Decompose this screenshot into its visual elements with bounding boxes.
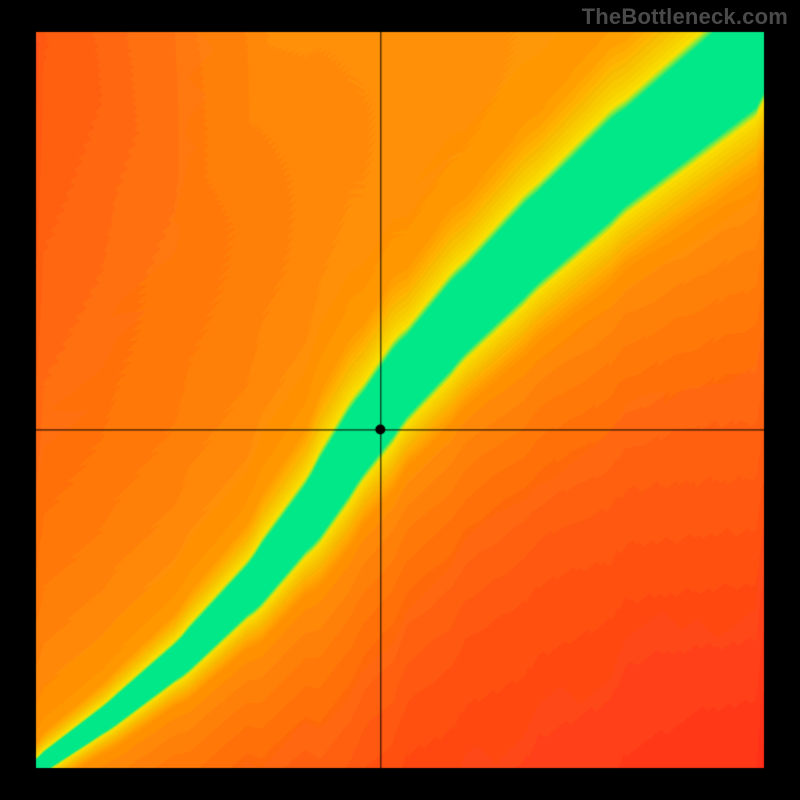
bottleneck-heatmap-canvas [0, 0, 800, 800]
watermark-label: TheBottleneck.com [582, 4, 788, 30]
chart-container: TheBottleneck.com [0, 0, 800, 800]
